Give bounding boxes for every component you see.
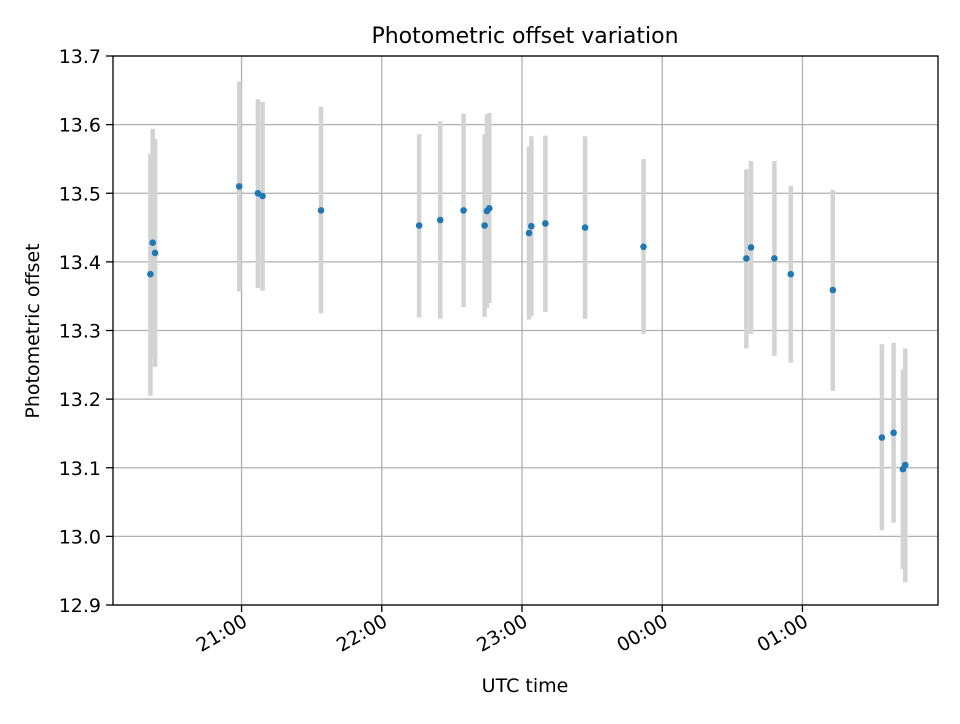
tick-layer: 12.9 13.0 13.1 13.2 13.3 13.4 13.5 13.6 13.7 21:0… xyxy=(59,46,812,657)
data-point xyxy=(317,207,325,214)
y-tick-label: 13.7 xyxy=(59,46,101,68)
y-tick-label: 13.3 xyxy=(59,321,101,343)
errorbar-layer xyxy=(148,81,908,583)
data-point xyxy=(743,255,750,262)
x-tick-label: 23:00 xyxy=(473,610,531,656)
data-point xyxy=(787,270,795,278)
y-axis-label: Photometric offset xyxy=(22,243,44,418)
data-point xyxy=(259,192,266,200)
data-point xyxy=(436,216,444,224)
data-point xyxy=(460,207,467,214)
data-point xyxy=(542,220,549,227)
y-tick-label: 13.4 xyxy=(59,252,101,274)
data-point xyxy=(481,222,488,229)
y-tick-label: 13.6 xyxy=(59,115,101,137)
y-tick-label: 13.0 xyxy=(59,526,101,548)
data-point xyxy=(747,244,755,251)
y-tick-label: 13.1 xyxy=(59,458,101,480)
data-point xyxy=(901,461,909,469)
x-tick-label: 22:00 xyxy=(333,610,391,656)
data-point xyxy=(485,205,493,212)
x-tick-label: 00:00 xyxy=(613,610,671,656)
data-point xyxy=(147,270,154,278)
x-tick-label: 21:00 xyxy=(193,610,251,656)
x-tick-label: 01:00 xyxy=(754,610,812,656)
point-layer xyxy=(147,183,909,473)
data-point xyxy=(528,222,535,230)
data-point xyxy=(151,249,159,257)
x-axis-label: UTC time xyxy=(482,675,569,697)
y-tick-label: 13.5 xyxy=(59,183,101,205)
data-point xyxy=(878,434,886,441)
data-point xyxy=(149,239,157,246)
data-point xyxy=(890,429,897,437)
y-tick-label: 13.2 xyxy=(59,389,101,411)
data-point xyxy=(771,255,778,262)
data-point xyxy=(415,222,423,229)
data-point xyxy=(235,183,243,190)
y-tick-label: 12.9 xyxy=(59,595,101,617)
data-point xyxy=(640,243,647,251)
data-point xyxy=(829,286,837,294)
chart-title: Photometric offset variation xyxy=(371,24,678,49)
data-point xyxy=(525,229,533,237)
grid-layer xyxy=(113,55,938,606)
data-point xyxy=(581,224,589,231)
